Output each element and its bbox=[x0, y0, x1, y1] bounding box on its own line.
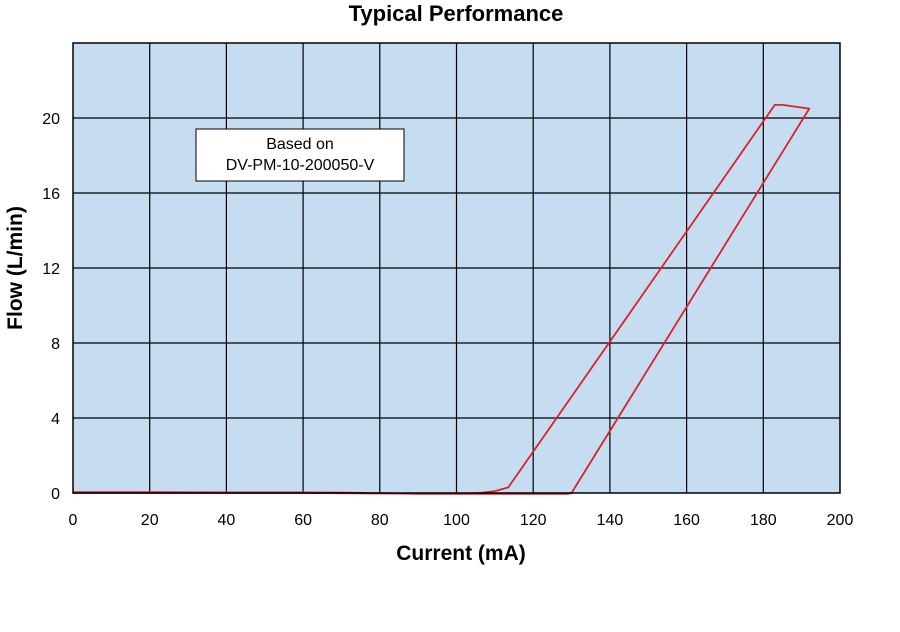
y-tick-label: 0 bbox=[51, 486, 60, 503]
y-tick-label: 12 bbox=[42, 261, 60, 278]
x-tick-label: 180 bbox=[750, 512, 777, 529]
annotation-box: Based on DV-PM-10-200050-V bbox=[195, 128, 405, 182]
x-tick-labels: 0 20 40 60 80 100 120 140 160 180 200 bbox=[69, 512, 854, 529]
x-tick-label: 20 bbox=[141, 512, 159, 529]
x-axis-label: Current (mA) bbox=[396, 542, 526, 565]
y-tick-label: 8 bbox=[51, 336, 60, 353]
grid-lines bbox=[73, 43, 840, 493]
y-tick-label: 20 bbox=[42, 111, 60, 128]
x-tick-label: 0 bbox=[69, 512, 78, 529]
annotation-line-1: Based on bbox=[266, 136, 334, 153]
x-tick-label: 160 bbox=[673, 512, 700, 529]
x-tick-label: 80 bbox=[371, 512, 389, 529]
x-tick-label: 60 bbox=[294, 512, 312, 529]
x-tick-label: 120 bbox=[520, 512, 547, 529]
y-tick-label: 16 bbox=[42, 186, 60, 203]
x-tick-label: 100 bbox=[443, 512, 470, 529]
y-axis-label: Flow (L/min) bbox=[4, 206, 27, 330]
plot-frame bbox=[72, 42, 841, 494]
y-tick-label: 4 bbox=[51, 411, 60, 428]
x-tick-label: 140 bbox=[597, 512, 624, 529]
annotation-line-2: DV-PM-10-200050-V bbox=[226, 157, 375, 174]
y-tick-labels: 0 4 8 12 16 20 bbox=[42, 111, 60, 503]
chart-title: Typical Performance bbox=[349, 1, 564, 26]
x-tick-label: 40 bbox=[218, 512, 236, 529]
x-tick-label: 200 bbox=[827, 512, 854, 529]
